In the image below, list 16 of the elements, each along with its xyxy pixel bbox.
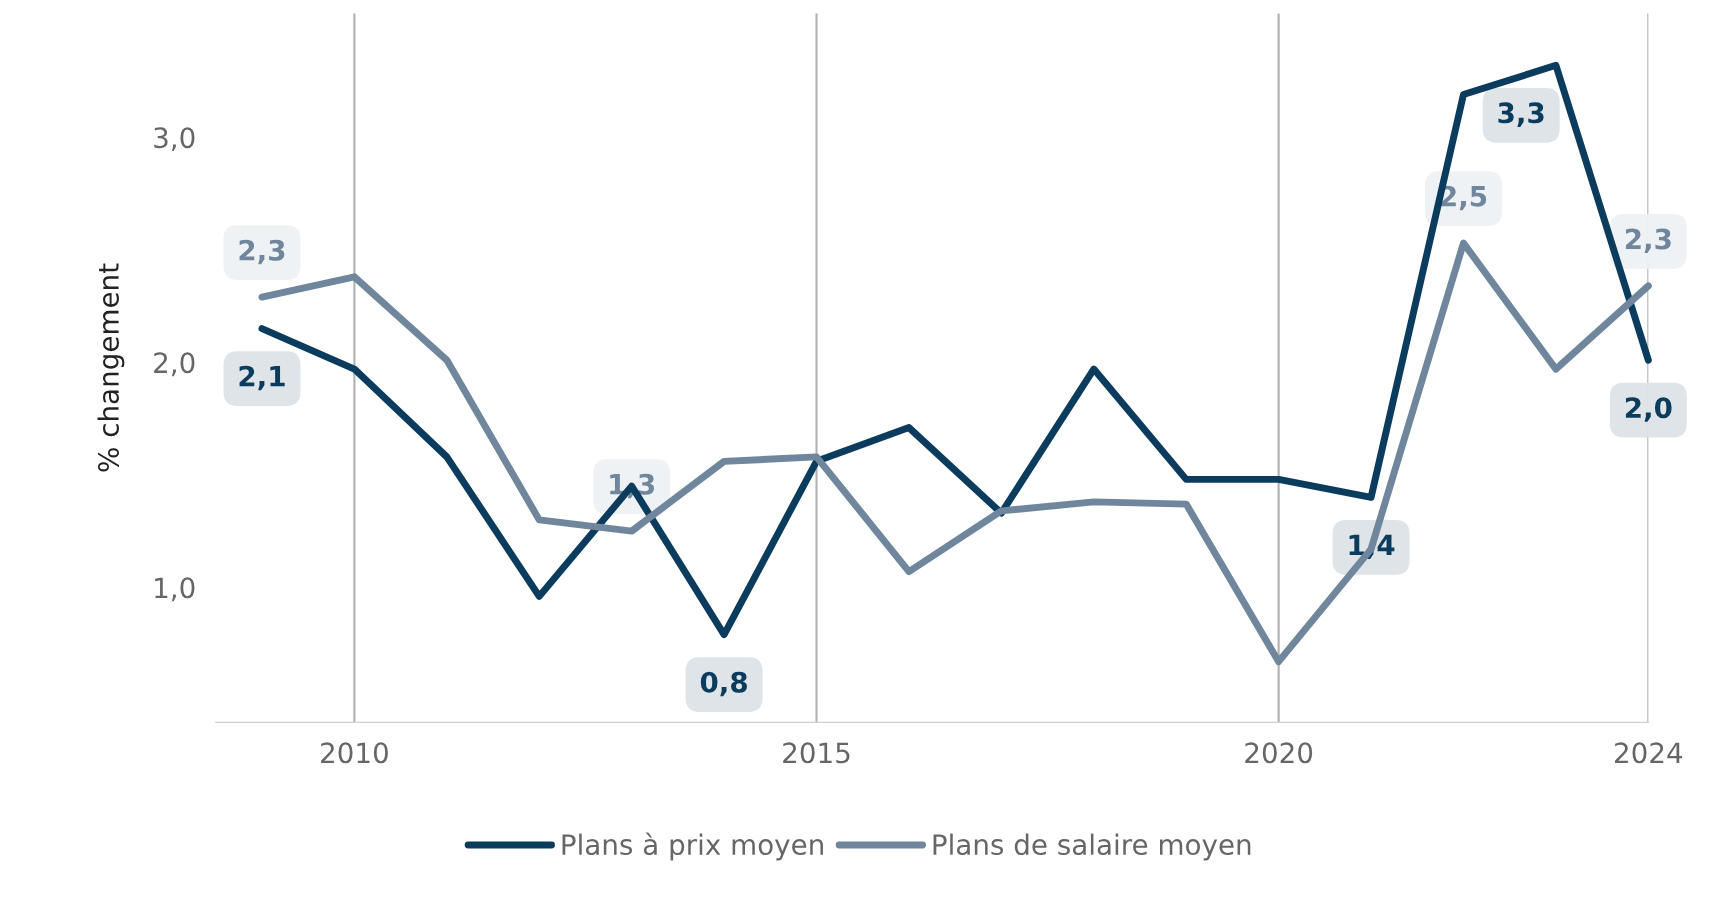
y-tick-label: 2,0 bbox=[154, 352, 195, 377]
data-label: 2,3 bbox=[1625, 228, 1671, 253]
data-label: 2,1 bbox=[239, 365, 285, 391]
y-tick-label: 3,0 bbox=[154, 127, 195, 152]
legend-label: Plans de salaire moyen bbox=[933, 833, 1251, 861]
y-axis-title: % changement bbox=[97, 263, 125, 472]
data-label: 2,3 bbox=[239, 239, 285, 265]
y-tick-label: 1,0 bbox=[155, 577, 195, 602]
x-tick-label: 2024 bbox=[1615, 742, 1683, 764]
x-tick-label: 2010 bbox=[321, 742, 388, 764]
legend-label: Plans à prix moyen bbox=[562, 832, 823, 861]
data-label: 0,8 bbox=[700, 671, 747, 697]
data-label: 2,0 bbox=[1625, 397, 1672, 422]
data-label: 3,3 bbox=[1498, 102, 1544, 127]
x-tick-label: 2020 bbox=[1245, 742, 1313, 764]
x-tick-label: 2015 bbox=[783, 742, 850, 764]
